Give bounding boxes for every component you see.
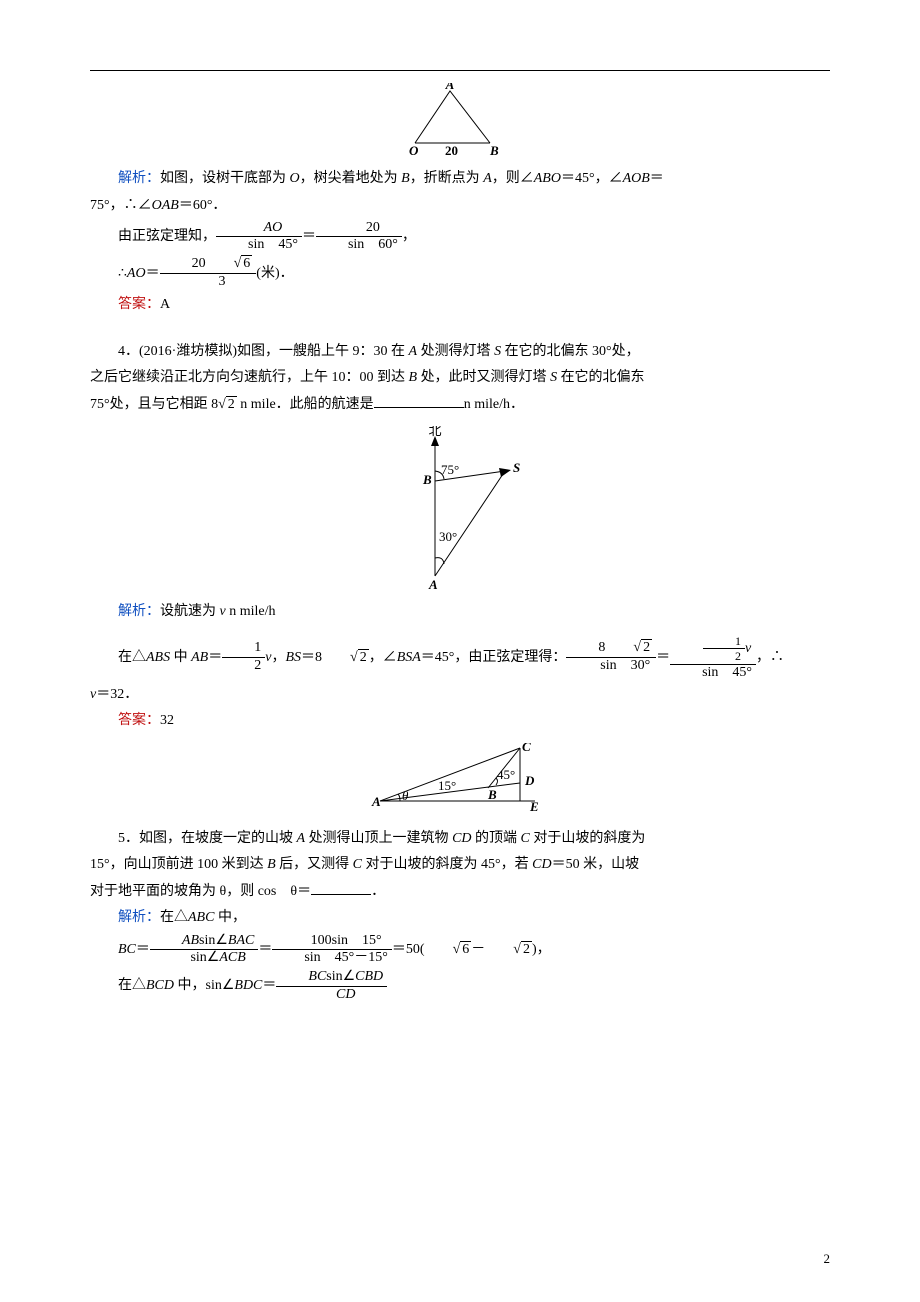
- q5-analysis-p1: 解析：在△ABC 中，: [90, 905, 830, 932]
- frac-ao-sin45: AOsin 45°: [216, 220, 302, 255]
- fig3-E: E: [529, 799, 539, 814]
- analysis-label: 解析：: [118, 171, 160, 186]
- q4-analysis-p2b: v＝32．: [90, 682, 830, 709]
- q5-analysis-p2: BC＝ABsin∠BACsin∠ACB＝100sin 15°sin 45°－15…: [90, 932, 830, 968]
- q3-analysis-p1b: 75°，∴∠OAB＝60°．: [90, 193, 830, 220]
- q5-line2: 15°，向山顶前进 100 米到达 B 后，又测得 C 对于山坡的斜度为 45°…: [90, 852, 830, 879]
- frac-bcsincbd: BCsin∠CBDCD: [276, 969, 387, 1004]
- q5-line1: 5．如图，在坡度一定的山坡 A 处测得山顶上一建筑物 CD 的顶端 C 对于山坡…: [90, 826, 830, 853]
- fig2-north: 北: [428, 426, 441, 438]
- fig3-C: C: [522, 743, 531, 754]
- q4-answer: 答案：32: [90, 708, 830, 735]
- figure-2: 北 B A S 75° 30°: [395, 426, 525, 591]
- spacer2: [90, 626, 830, 634]
- figure-3: A B C D E 15° 45° θ: [370, 743, 550, 818]
- frac-half: 12: [222, 640, 265, 675]
- frac-20rt6-3: 20√63: [160, 256, 257, 291]
- frac-absinbac: ABsin∠BACsin∠ACB: [150, 933, 258, 968]
- fig1-label-A: A: [445, 83, 455, 92]
- fig3-D: D: [524, 773, 535, 788]
- page-number: 2: [824, 1247, 831, 1272]
- analysis-label-2: 解析：: [118, 604, 160, 619]
- frac-100sin15: 100sin 15°sin 45°－15°: [272, 933, 392, 968]
- q3-answer: 答案：A: [90, 292, 830, 319]
- q5-line3: 对于地平面的坡角为 θ，则 cos θ＝．: [90, 879, 830, 906]
- q3-analysis-p2: 由正弦定理知，AOsin 45°＝20sin 60°，: [90, 219, 830, 255]
- figure-1-wrap: A O B 20: [90, 83, 830, 158]
- q4-analysis-p1: 解析：设航速为 v n mile/h: [90, 599, 830, 626]
- page-root: A O B 20 解析：如图，设树干底部为 O，树尖着地处为 B，折断点为 A，…: [0, 0, 920, 1302]
- fig2-A: A: [428, 577, 438, 591]
- fig2-S: S: [513, 460, 520, 475]
- q4-line1: 4．(2016·潍坊模拟)如图，一艘船上午 9：30 在 A 处测得灯塔 S 在…: [90, 339, 830, 366]
- q4-line3: 75°处，且与它相距 8√2 n mile．此船的航速是n mile/h．: [90, 392, 830, 419]
- fig2-75: 75°: [441, 462, 459, 477]
- frac-halfv-sin45: 12vsin 45°: [670, 634, 756, 682]
- q4-line2: 之后它继续沿正北方向匀速航行，上午 10：00 到达 B 处，此时又测得灯塔 S…: [90, 365, 830, 392]
- figure-2-wrap: 北 B A S 75° 30°: [90, 426, 830, 591]
- fig2-30: 30°: [439, 529, 457, 544]
- answer-label-2: 答案：: [118, 713, 160, 728]
- analysis-label-3: 解析：: [118, 910, 160, 925]
- top-rule: [90, 70, 830, 71]
- figure-3-wrap: A B C D E 15° 45° θ: [90, 743, 830, 818]
- q4-blank: [374, 393, 464, 408]
- answer-label: 答案：: [118, 297, 160, 312]
- q4-analysis-p2: 在△ABS 中 AB＝12v，BS＝8√2，∠BSA＝45°，由正弦定理得：8√…: [90, 634, 830, 682]
- fig3-A: A: [371, 794, 381, 809]
- q3-analysis-p3: ∴AO＝20√63(米)．: [90, 256, 830, 292]
- fig3-theta: θ: [402, 788, 409, 803]
- q5-analysis-p3: 在△BCD 中，sin∠BDC＝BCsin∠CBDCD: [90, 968, 830, 1004]
- fig1-label-O: O: [409, 143, 419, 158]
- q3-analysis-p1: 解析：如图，设树干底部为 O，树尖着地处为 B，折断点为 A，则∠ABO＝45°…: [90, 166, 830, 193]
- fig3-B: B: [487, 787, 497, 802]
- fig1-label-B: B: [489, 143, 499, 158]
- fig2-B: B: [422, 472, 432, 487]
- figure-1: A O B 20: [395, 83, 525, 158]
- frac-8rt2-sin30: 8√2sin 30°: [566, 640, 656, 675]
- fig3-15: 15°: [438, 778, 456, 793]
- q5-blank: [311, 880, 371, 895]
- fig1-label-OB: 20: [445, 143, 458, 158]
- frac-20-sin60: 20sin 60°: [316, 220, 402, 255]
- spacer: [90, 319, 830, 339]
- fig3-45: 45°: [497, 767, 515, 782]
